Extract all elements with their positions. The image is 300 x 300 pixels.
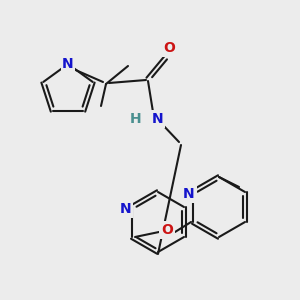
Text: N: N	[120, 202, 132, 216]
Text: N: N	[62, 57, 74, 71]
Text: O: O	[163, 41, 175, 55]
Text: O: O	[161, 223, 173, 237]
Text: N: N	[152, 112, 164, 126]
Text: H: H	[130, 112, 142, 126]
Text: N: N	[183, 187, 195, 201]
